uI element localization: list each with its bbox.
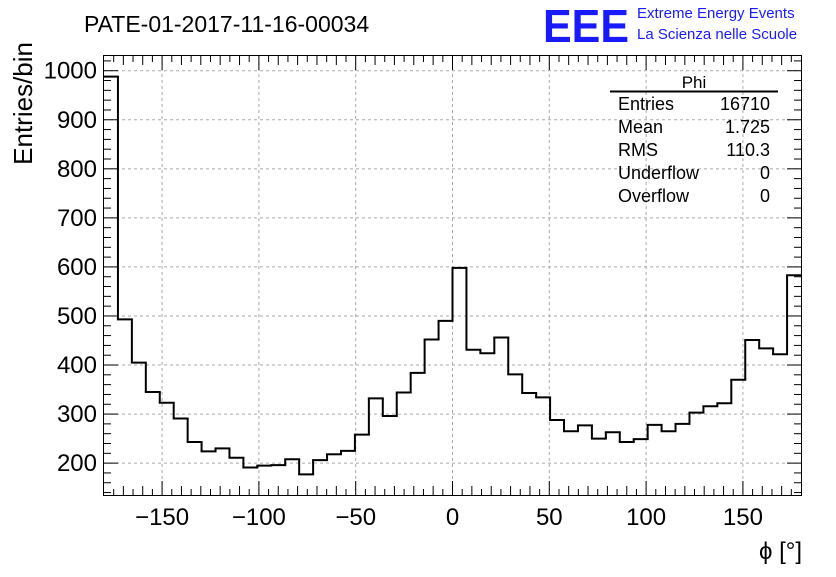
plot-title: PATE-01-2017-11-16-00034 [84, 11, 369, 37]
y-tick-label: 800 [57, 156, 97, 183]
y-tick-label: 900 [57, 107, 97, 134]
logo-line-1: Extreme Energy Events [637, 5, 795, 22]
x-tick-label: 100 [626, 504, 666, 531]
x-tick-label: 50 [536, 504, 563, 531]
y-tick-label: 200 [57, 450, 97, 477]
y-tick-label: 400 [57, 352, 97, 379]
stats-row-value: 1.725 [725, 117, 770, 137]
x-tick-label: 0 [446, 504, 459, 531]
stats-row-label: Underflow [618, 163, 700, 183]
y-axis-label: Entries/bin [8, 42, 38, 165]
histogram-bins [103, 75, 802, 476]
stats-row-label: Entries [618, 94, 674, 114]
stats-row-value: 0 [760, 163, 770, 183]
eee-logo: EEE [543, 0, 629, 52]
axis-ticks [104, 56, 801, 495]
logo-line-2: La Scienza nelle Scuole [637, 26, 797, 43]
x-tick-label: −50 [335, 504, 376, 531]
stats-row-value: 16710 [720, 94, 770, 114]
x-tick-label: 150 [723, 504, 763, 531]
x-tick-labels: −150 −100 −50 0 50 100 150 [135, 504, 763, 531]
y-tick-label: 500 [57, 303, 97, 330]
y-tick-label: 1000 [44, 58, 97, 85]
stats-row-label: RMS [618, 140, 658, 160]
x-tick-label: −100 [232, 504, 286, 531]
stats-title: Phi [682, 73, 707, 92]
stats-row-value: 110.3 [726, 140, 770, 160]
y-tick-labels: 200 300 400 500 600 700 800 900 1000 [44, 58, 97, 477]
y-tick-label: 600 [57, 254, 97, 281]
y-tick-label: 700 [57, 205, 97, 232]
stats-row-label: Overflow [618, 186, 690, 206]
x-axis-label: ϕ [°] [759, 538, 802, 565]
x-tick-label: −150 [135, 504, 189, 531]
stats-row-value: 0 [760, 186, 770, 206]
stats-box: Phi Entries 16710 Mean 1.725 RMS 110.3 Underfl… [610, 73, 778, 206]
y-tick-label: 300 [57, 401, 97, 428]
plot-frame [103, 55, 802, 496]
stats-row-label: Mean [618, 117, 663, 137]
